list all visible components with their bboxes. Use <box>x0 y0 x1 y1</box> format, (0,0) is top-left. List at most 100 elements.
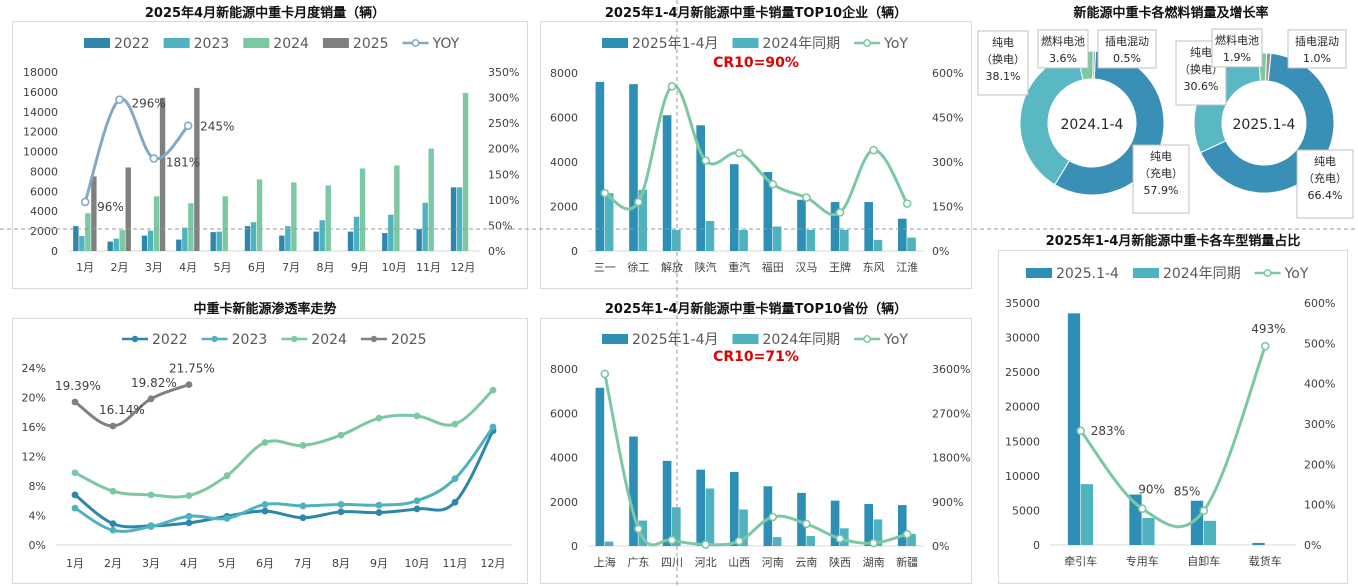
provinces-yoy-point-8 <box>869 538 878 548</box>
monthly-xtick-4: 5月 <box>214 261 232 274</box>
provinces-bar-0-3 <box>696 469 705 546</box>
penetration-panel <box>12 318 528 584</box>
fuel-share-title: 新能源中重卡各燃料销量及增长率 <box>1073 6 1269 21</box>
monthly-bar-0-0 <box>73 226 79 251</box>
provinces-legend-marker-2 <box>863 335 872 343</box>
penetration-point-2-1 <box>109 487 117 495</box>
monthly-bar-0-11 <box>450 187 457 251</box>
penetration-xtick-3: 4月 <box>180 557 198 570</box>
companies-bar-0-7 <box>830 202 840 251</box>
companies-bar-1-1 <box>638 189 648 251</box>
monthly-legend-label-2: 2024 <box>273 36 309 52</box>
vehicles-legend-label-2: YoY <box>1284 266 1309 282</box>
donut-0-label-name-0: 纯电 <box>1150 150 1172 163</box>
penetration-legend-marker-3 <box>370 335 378 343</box>
monthly-bar-2-0 <box>85 213 91 251</box>
vehicle-types-title: 2025年1-4月新能源中重卡各车型销量占比 <box>1045 234 1301 249</box>
top10-companies-title: 2025年1-4月新能源中重卡销量TOP10企业（辆） <box>604 6 908 21</box>
provinces-xtick-6: 云南 <box>795 556 817 569</box>
monthly-bar-2-8 <box>359 168 366 251</box>
companies-yoy-point-8 <box>869 145 878 155</box>
penetration-point-1-1 <box>109 526 117 534</box>
provinces-bar-1-6 <box>806 536 816 546</box>
monthly-ytick-8: 16000 <box>23 86 58 99</box>
penetration-title: 中重卡新能源渗透率走势 <box>193 302 337 317</box>
provinces-bar-1-7 <box>840 528 849 546</box>
monthly-xtick-8: 9月 <box>351 261 369 274</box>
vehicles-y2tick-4: 400% <box>1304 378 1335 391</box>
companies-bar-1-2 <box>672 229 681 251</box>
provinces-xtick-1: 广东 <box>627 556 649 569</box>
penetration-legend-label-0: 2022 <box>152 332 188 348</box>
penetration-point-2-8 <box>375 414 383 422</box>
provinces-bar-1-8 <box>873 519 883 546</box>
monthly-xtick-7: 8月 <box>317 261 335 274</box>
penetration-point-2-7 <box>337 431 345 439</box>
vehicles-ytick-1: 5000 <box>1012 504 1040 517</box>
companies-xtick-2: 解放 <box>661 260 683 274</box>
vehicles-yoy-label-3: 493% <box>1251 322 1285 336</box>
vehicles-y2tick-1: 100% <box>1304 499 1335 512</box>
penetration-point-2-3 <box>185 492 193 499</box>
monthly-bar-0-6 <box>279 235 285 251</box>
companies-xtick-5: 福田 <box>762 260 784 274</box>
monthly-y2tick-5: 250% <box>488 117 519 130</box>
vehicles-ytick-7: 35000 <box>1005 297 1040 310</box>
companies-bar-0-2 <box>662 115 672 252</box>
monthly-bar-1-11 <box>456 187 463 251</box>
penetration-xtick-10: 11月 <box>443 557 468 570</box>
provinces-yoy-point-4 <box>734 536 744 546</box>
penetration-point-0-5 <box>261 507 269 515</box>
monthly-bar-2-7 <box>325 185 331 251</box>
vehicles-y2tick-6: 600% <box>1304 297 1335 310</box>
companies-bar-1-8 <box>873 239 883 251</box>
donut-0-label-name-2: 燃料电池 <box>1041 34 1085 48</box>
vehicles-yoy-point-2 <box>1199 506 1209 516</box>
monthly-legend-label-3: 2025 <box>353 36 389 52</box>
penetration-point-1-6 <box>299 502 307 510</box>
provinces-legend-label-1: 2024年同期 <box>763 332 841 348</box>
vehicles-yoy-label-0: 283% <box>1091 424 1125 438</box>
penetration-point-0-7 <box>337 508 345 516</box>
donut-0-label-box-0 <box>1132 144 1190 214</box>
provinces-xtick-2: 四川 <box>661 556 683 569</box>
provinces-yoy-point-9 <box>902 529 912 539</box>
provinces-xtick-4: 山西 <box>728 556 750 569</box>
vehicle-types-panel <box>998 250 1348 584</box>
companies-yoy-point-6 <box>802 193 811 202</box>
monthly-y2tick-3: 150% <box>488 168 519 181</box>
provinces-bar-0-8 <box>864 503 873 546</box>
provinces-chart: 0 2000 4000 6000 8000 0% 900% 1800% 2700% 3600% 上海… <box>550 332 970 569</box>
vehicles-ytick-2: 10000 <box>1005 470 1040 483</box>
monthly-bar-1-9 <box>388 214 394 251</box>
companies-bar-1-9 <box>907 237 916 251</box>
penetration-legend-marker-1 <box>211 335 218 343</box>
provinces-bar-0-1 <box>629 436 638 546</box>
penetration-legend-marker-0 <box>131 335 139 343</box>
provinces-bar-1-0 <box>604 541 614 546</box>
companies-bar-1-0 <box>604 193 614 251</box>
monthly-bar-0-2 <box>141 235 148 251</box>
monthly-bar-2-3 <box>188 203 194 251</box>
provinces-legend-swatch-0 <box>602 334 628 344</box>
provinces-xtick-0: 上海 <box>594 555 616 569</box>
donut-0-label-sub-0: （充电） <box>1139 166 1183 180</box>
provinces-ytick-2: 4000 <box>550 452 578 465</box>
penetration-point-2-0 <box>71 469 79 477</box>
penetration-point-1-5 <box>261 501 269 508</box>
companies-yoy-line <box>604 84 909 216</box>
vehicles-yoy-point-1 <box>1137 504 1147 514</box>
companies-legend-label-0: 2025年1-4月 <box>632 36 719 52</box>
penetration-legend-label-2: 2024 <box>311 332 347 348</box>
vehicles-bar-0-0 <box>1067 313 1081 545</box>
monthly-bar-2-5 <box>256 179 263 251</box>
companies-yoy-point-7 <box>835 208 845 217</box>
vehicles-bar-1-0 <box>1080 484 1094 545</box>
penetration-point-2-10 <box>451 420 459 428</box>
donut-1-label-name-2: 燃料电池 <box>1215 33 1259 47</box>
vehicles-ytick-3: 15000 <box>1005 435 1040 448</box>
penetration-point-1-10 <box>451 475 459 483</box>
donut-1-label-box-2 <box>1211 28 1263 68</box>
penetration-point-1-3 <box>185 512 193 520</box>
penetration-point-0-10 <box>451 498 459 506</box>
